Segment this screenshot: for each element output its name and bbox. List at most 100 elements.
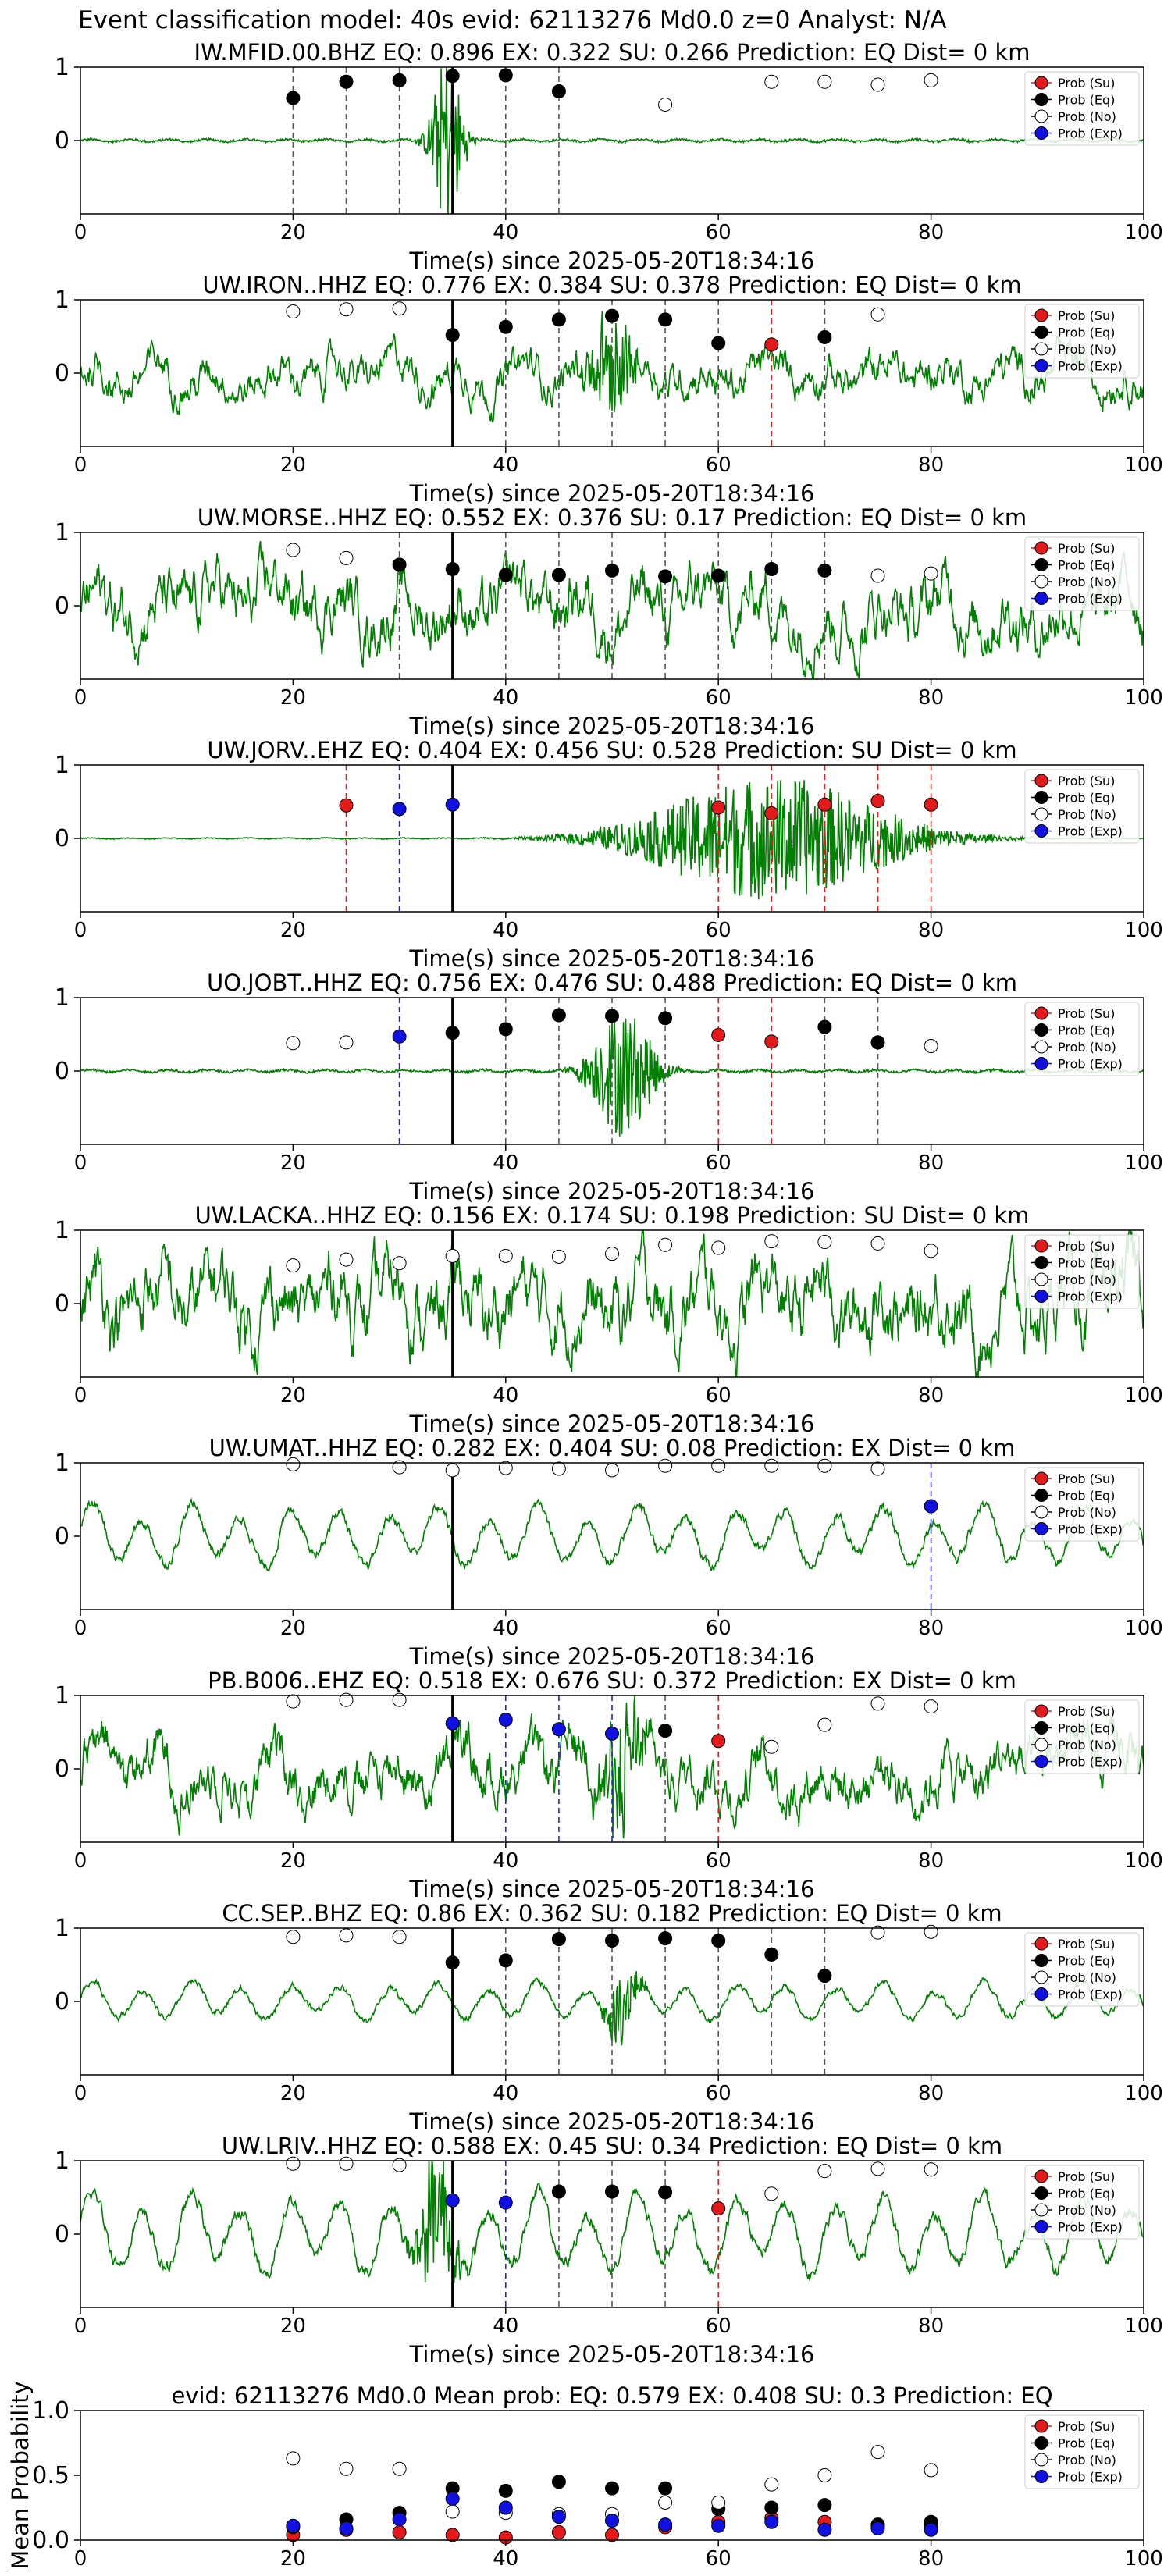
legend-label-eq: Prob (Eq) bbox=[1058, 2436, 1115, 2451]
probability-marker-no bbox=[817, 2164, 832, 2179]
x-tick-label: 80 bbox=[918, 2547, 944, 2571]
legend-marker-su bbox=[1034, 1704, 1048, 1718]
probability-marker-su bbox=[817, 797, 832, 812]
x-tick-label: 60 bbox=[706, 1151, 731, 1175]
legend-marker-no bbox=[1034, 575, 1048, 589]
y-tick-label: 0 bbox=[55, 360, 69, 387]
probability-marker-no bbox=[658, 1458, 673, 1473]
y-tick-label: 1 bbox=[55, 1915, 69, 1942]
mean-marker-no bbox=[711, 2495, 726, 2510]
probability-marker-eq bbox=[817, 563, 832, 578]
probability-marker-no bbox=[605, 1247, 619, 1261]
legend-label-su: Prob (Su) bbox=[1058, 308, 1115, 323]
x-tick-label: 0 bbox=[74, 1617, 87, 1640]
legend-label-su: Prob (Su) bbox=[1058, 2169, 1115, 2184]
x-tick-label: 100 bbox=[1124, 1849, 1163, 1873]
legend-label-su: Prob (Su) bbox=[1058, 1704, 1115, 1719]
probability-marker-no bbox=[286, 1694, 301, 1709]
probability-marker-su bbox=[870, 794, 885, 809]
probability-marker-no bbox=[764, 74, 779, 89]
mean-marker-su bbox=[392, 2525, 407, 2540]
x-tick-label: 40 bbox=[493, 686, 518, 710]
x-tick-label: 80 bbox=[918, 221, 944, 244]
probability-marker-no bbox=[392, 1930, 407, 1944]
probability-marker-no bbox=[286, 2156, 301, 2171]
legend-label-eq: Prob (Eq) bbox=[1058, 791, 1115, 806]
y-tick-label: 1 bbox=[55, 984, 69, 1012]
legend-label-no: Prob (No) bbox=[1058, 342, 1116, 357]
probability-marker-eq bbox=[445, 1955, 460, 1970]
x-tick-label: 0 bbox=[74, 2547, 87, 2571]
mean-probability-panel: evid: 62113276 Md0.0 Mean prob: EQ: 0.57… bbox=[7, 2381, 1163, 2571]
probability-marker-no bbox=[870, 568, 885, 583]
legend-marker-exp bbox=[1034, 359, 1048, 372]
axes-frame bbox=[80, 1462, 1144, 1610]
mean-marker-no bbox=[870, 2445, 885, 2460]
legend-marker-eq bbox=[1034, 791, 1048, 804]
station-panel-8: PB.B006..EHZ EQ: 0.518 EX: 0.676 SU: 0.3… bbox=[55, 1667, 1163, 1902]
y-tick-label: 1 bbox=[55, 1450, 69, 1477]
x-axis-label: Time(s) since 2025-05-20T18:34:16 bbox=[409, 1643, 815, 1670]
probability-marker-no bbox=[924, 566, 938, 581]
x-tick-label: 40 bbox=[493, 2314, 518, 2338]
probability-marker-no bbox=[498, 1248, 513, 1263]
mean-marker-no bbox=[924, 2463, 938, 2478]
legend-box bbox=[1024, 536, 1140, 611]
waveform-trace bbox=[80, 311, 1144, 425]
probability-marker-no bbox=[605, 1463, 619, 1478]
mean-marker-exp bbox=[339, 2521, 354, 2536]
legend-box bbox=[1024, 1002, 1140, 1076]
legend-box bbox=[1024, 1234, 1140, 1309]
x-tick-label: 40 bbox=[493, 221, 518, 244]
x-tick-label: 0 bbox=[74, 221, 87, 244]
mean-marker-su bbox=[551, 2525, 566, 2540]
legend-marker-su bbox=[1034, 2169, 1048, 2183]
probability-marker-eq bbox=[392, 73, 407, 87]
x-tick-label: 20 bbox=[280, 686, 306, 710]
mean-marker-exp bbox=[498, 2500, 513, 2515]
x-tick-label: 20 bbox=[280, 2082, 306, 2105]
legend-label-su: Prob (Su) bbox=[1058, 1006, 1115, 1021]
probability-marker-su bbox=[711, 2201, 726, 2216]
x-axis-label: Time(s) since 2025-05-20T18:34:16 bbox=[409, 1178, 815, 1204]
probability-marker-no bbox=[445, 1463, 460, 1478]
mean-marker-exp bbox=[870, 2521, 885, 2536]
probability-marker-eq bbox=[658, 1724, 673, 1738]
x-tick-label: 60 bbox=[706, 2547, 731, 2571]
probability-marker-no bbox=[392, 2158, 407, 2172]
probability-marker-exp bbox=[392, 802, 407, 817]
probability-marker-no bbox=[817, 74, 832, 89]
probability-marker-eq bbox=[605, 1933, 619, 1948]
probability-marker-no bbox=[658, 1237, 673, 1252]
x-tick-label: 80 bbox=[918, 1617, 944, 1640]
probability-marker-su bbox=[764, 1034, 779, 1049]
probability-marker-no bbox=[286, 304, 301, 319]
probability-marker-eq bbox=[711, 568, 726, 583]
probability-marker-no bbox=[817, 1235, 832, 1250]
y-tick-label: 0.0 bbox=[32, 2527, 69, 2554]
legend-label-eq: Prob (Eq) bbox=[1058, 1954, 1115, 1969]
probability-marker-eq bbox=[498, 68, 513, 83]
x-tick-label: 0 bbox=[74, 1151, 87, 1175]
x-tick-label: 60 bbox=[706, 454, 731, 477]
x-tick-label: 80 bbox=[918, 1384, 944, 1407]
legend-label-exp: Prob (Exp) bbox=[1058, 1290, 1123, 1304]
legend-marker-no bbox=[1034, 109, 1048, 123]
legend-label-exp: Prob (Exp) bbox=[1058, 1987, 1123, 2002]
probability-marker-no bbox=[817, 1458, 832, 1473]
probability-marker-eq bbox=[764, 1947, 779, 1962]
probability-marker-no bbox=[924, 1244, 938, 1258]
legend-box bbox=[1024, 1932, 1140, 2007]
legend-marker-no bbox=[1034, 807, 1048, 821]
probability-marker-eq bbox=[605, 308, 619, 323]
probability-marker-eq bbox=[605, 2184, 619, 2199]
legend-marker-no bbox=[1034, 1505, 1048, 1519]
probability-marker-exp bbox=[605, 1726, 619, 1741]
y-tick-label: 0 bbox=[55, 127, 69, 155]
probability-marker-su bbox=[711, 1027, 726, 1042]
legend-label-no: Prob (No) bbox=[1058, 1970, 1116, 1985]
probability-marker-eq bbox=[498, 568, 513, 582]
x-tick-label: 40 bbox=[493, 919, 518, 942]
legend-marker-exp bbox=[1034, 1057, 1048, 1070]
y-tick-label: 0 bbox=[55, 1523, 69, 1550]
